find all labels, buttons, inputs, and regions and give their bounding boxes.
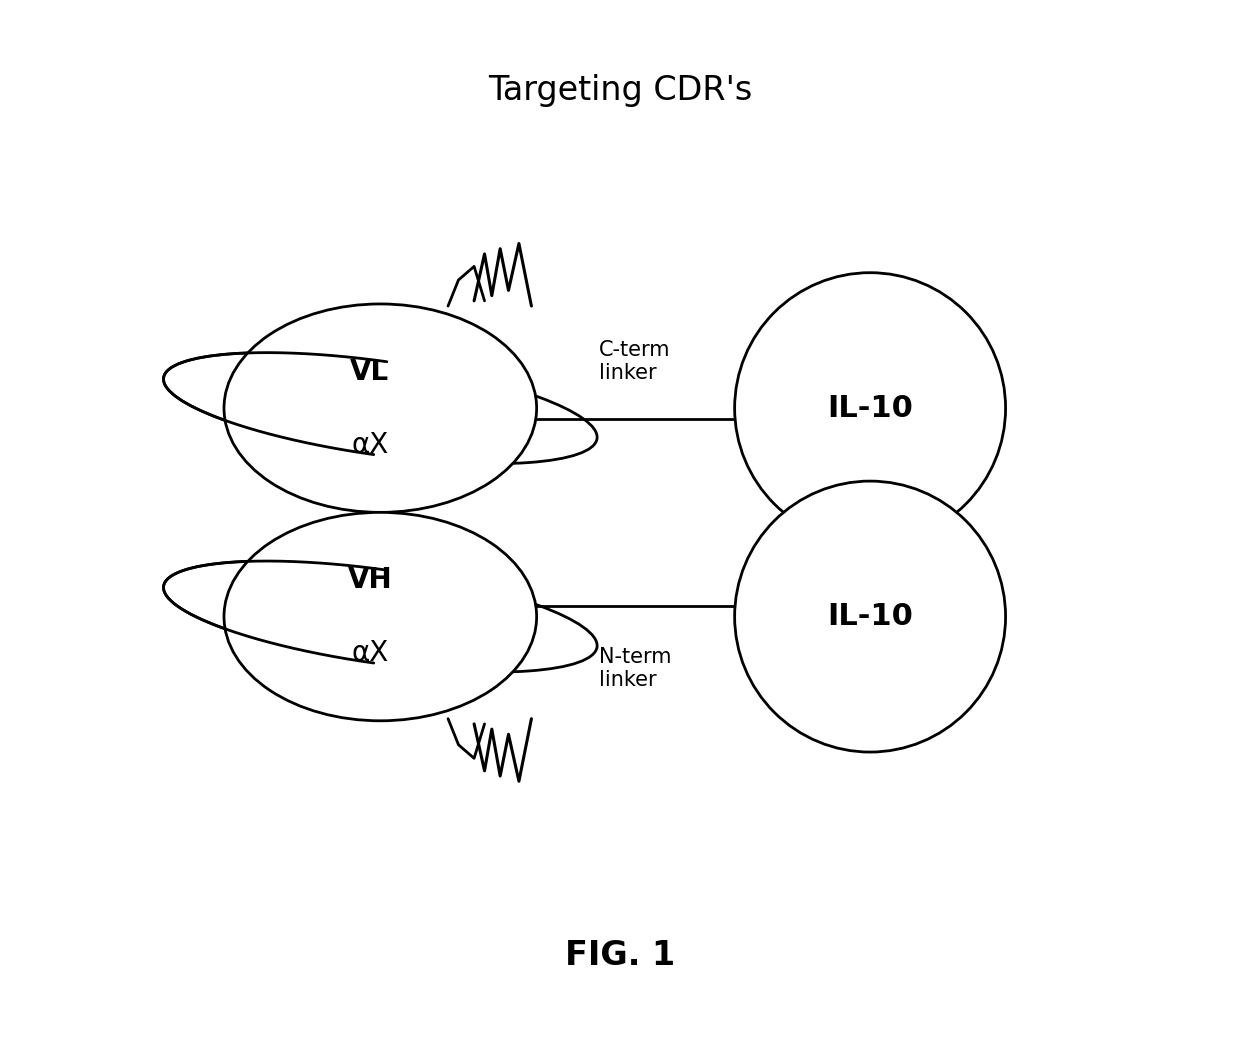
Ellipse shape bbox=[734, 482, 1006, 752]
Text: αX: αX bbox=[351, 639, 388, 667]
Text: N-term
linker: N-term linker bbox=[599, 647, 672, 691]
Text: FIG. 1: FIG. 1 bbox=[565, 939, 675, 972]
Text: αX: αX bbox=[351, 431, 388, 458]
Ellipse shape bbox=[224, 304, 537, 512]
Text: C-term
linker: C-term linker bbox=[599, 340, 671, 383]
Ellipse shape bbox=[734, 272, 1006, 544]
Ellipse shape bbox=[224, 512, 537, 721]
Text: Targeting CDR's: Targeting CDR's bbox=[487, 74, 753, 107]
Text: IL-10: IL-10 bbox=[827, 602, 913, 631]
Text: VL: VL bbox=[351, 358, 389, 385]
Text: VH: VH bbox=[347, 566, 392, 595]
Text: IL-10: IL-10 bbox=[827, 394, 913, 422]
